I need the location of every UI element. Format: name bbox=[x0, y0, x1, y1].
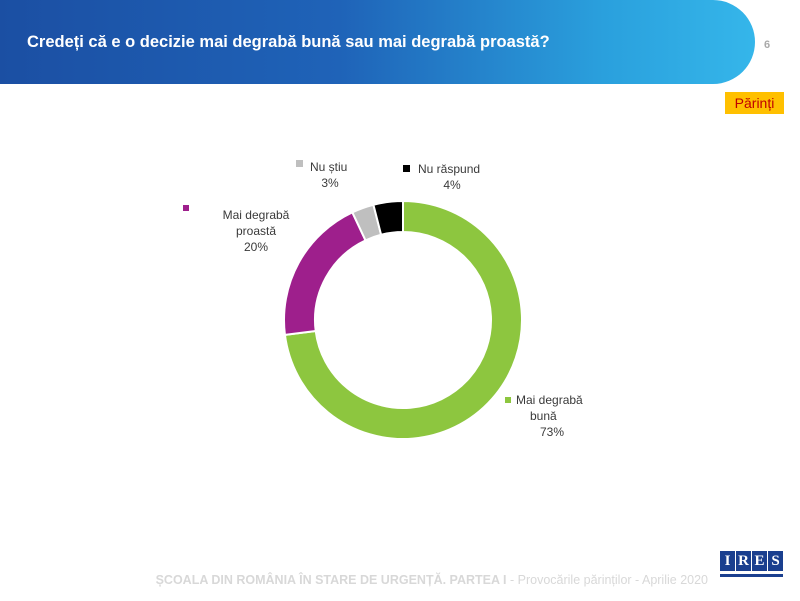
logo-letter: S bbox=[768, 551, 783, 571]
logo-letter: E bbox=[752, 551, 767, 571]
logo-underline bbox=[720, 574, 783, 577]
footer-date: Aprilie 2020 bbox=[641, 573, 708, 587]
header-banner bbox=[0, 0, 755, 84]
logo-letter: R bbox=[736, 551, 751, 571]
donut-slice-1 bbox=[283, 210, 367, 337]
donut-slice-0 bbox=[283, 199, 523, 440]
donut-slices bbox=[283, 199, 523, 440]
legend-marker-nu-raspund bbox=[403, 165, 410, 172]
page-number: 6 bbox=[764, 39, 771, 51]
legend-label-nu-stiu: Nu știu bbox=[310, 160, 347, 174]
ires-logo: I R E S bbox=[720, 551, 784, 581]
footer: ȘCOALA DIN ROMÂNIA ÎN STARE DE URGENȚĂ. … bbox=[0, 573, 708, 587]
slide-title: Credeți că e o decizie mai degrabă bună … bbox=[27, 33, 550, 51]
legend-value-buna: 73% bbox=[540, 425, 564, 439]
legend-label-nu-raspund: Nu răspund bbox=[418, 162, 480, 176]
legend-marker-proasta bbox=[183, 205, 189, 211]
legend-value-nu-stiu: 3% bbox=[321, 176, 339, 190]
legend-marker-buna bbox=[505, 397, 511, 403]
legend-label-proasta-line2: proastă bbox=[236, 224, 276, 238]
logo-letter: I bbox=[720, 551, 735, 571]
donut-slice-3 bbox=[372, 199, 404, 236]
legend-label-proasta-line1: Mai degrabă bbox=[223, 208, 290, 222]
legend-label-buna-line2: bună bbox=[530, 409, 557, 423]
legend-label-buna-line1: Mai degrabă bbox=[516, 393, 583, 407]
footer-title: ȘCOALA DIN ROMÂNIA ÎN STARE DE URGENȚĂ. … bbox=[155, 573, 507, 587]
footer-subtitle: - Provocările părinților - bbox=[506, 573, 642, 587]
legend-value-nu-raspund: 4% bbox=[443, 178, 461, 192]
audience-badge: Părinți bbox=[725, 92, 784, 114]
legend-value-proasta: 20% bbox=[244, 240, 268, 254]
legend-marker-nu-stiu bbox=[296, 160, 303, 167]
